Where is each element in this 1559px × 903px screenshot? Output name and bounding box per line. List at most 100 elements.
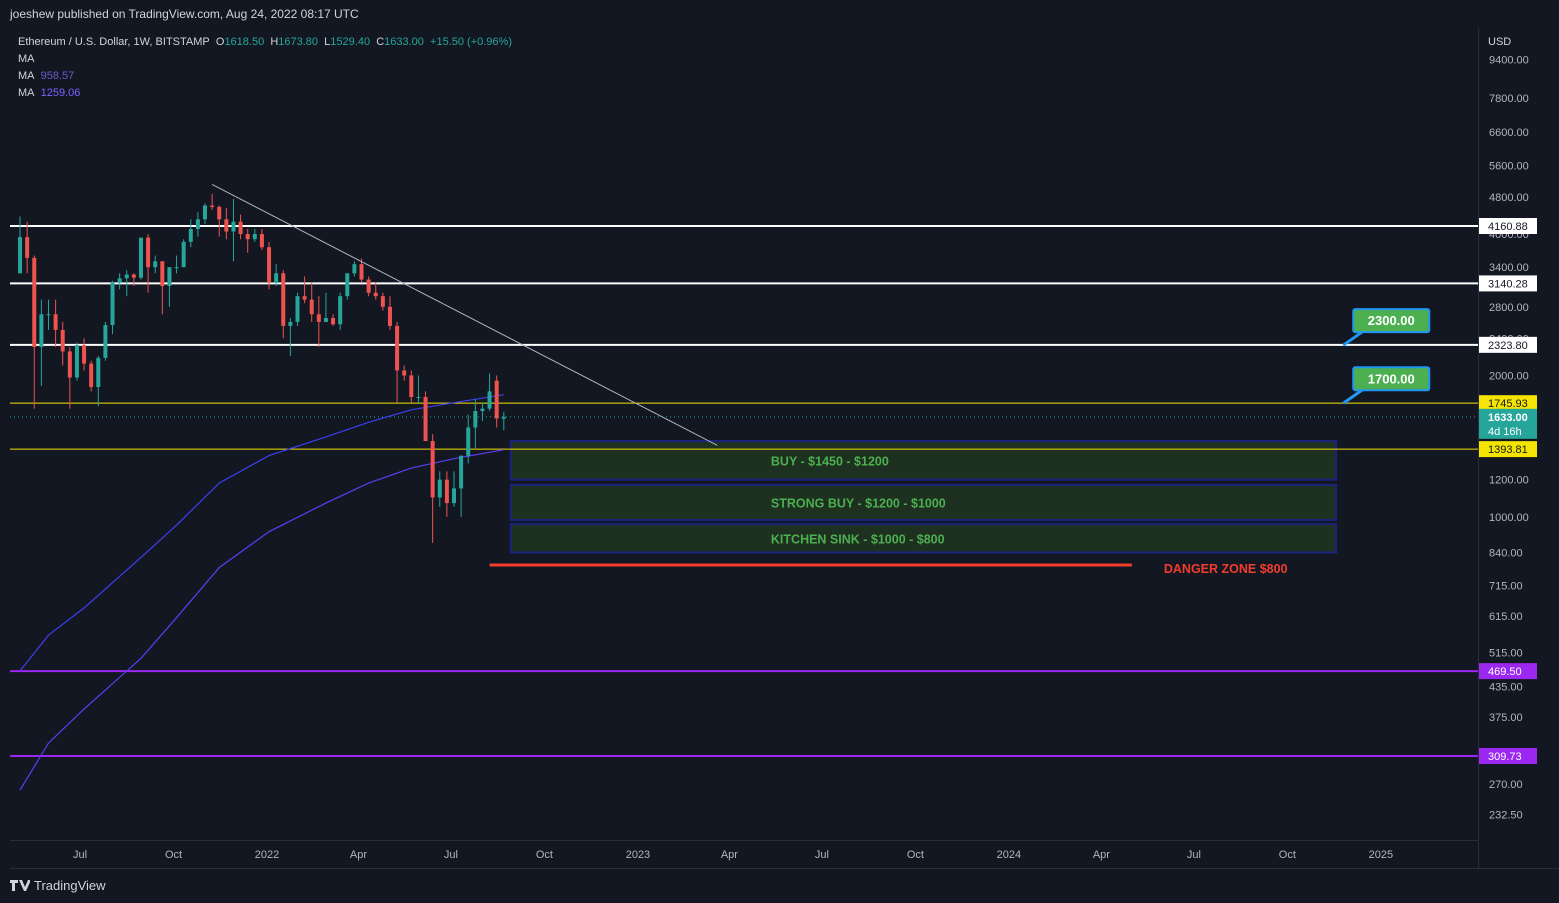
candle-body[interactable] — [345, 273, 350, 297]
ma-line[interactable] — [19, 449, 504, 791]
candle-body[interactable] — [416, 396, 421, 398]
candle-body[interactable] — [153, 261, 158, 268]
candle-body[interactable] — [452, 488, 456, 504]
candle-body[interactable] — [494, 380, 499, 419]
legend-ma2-label: MA — [18, 87, 35, 99]
candle-body[interactable] — [444, 479, 449, 504]
candle-body[interactable] — [302, 296, 307, 300]
candle-body[interactable] — [103, 325, 108, 358]
candle-body[interactable] — [138, 237, 143, 278]
candle-body[interactable] — [323, 318, 328, 322]
candle-body[interactable] — [409, 375, 414, 397]
candle-body[interactable] — [131, 274, 136, 278]
candle-body[interactable] — [274, 273, 279, 283]
candle-body[interactable] — [487, 391, 492, 409]
candle-body[interactable] — [25, 237, 30, 258]
candle-body[interactable] — [387, 306, 392, 326]
candle-body[interactable] — [53, 314, 58, 330]
candle-body[interactable] — [480, 408, 485, 412]
x-tick-label: Oct — [536, 849, 553, 861]
candle-body[interactable] — [174, 267, 179, 269]
candle-body[interactable] — [466, 427, 471, 456]
candle-body[interactable] — [309, 299, 314, 315]
callout-box[interactable] — [1352, 308, 1431, 334]
candle-body[interactable] — [231, 221, 236, 232]
y-tick-label: 232.50 — [1489, 810, 1523, 822]
zone-box[interactable] — [509, 440, 1338, 481]
countdown-label: 4d 16h — [1488, 426, 1522, 438]
candle-body[interactable] — [110, 282, 115, 326]
plot-area[interactable] — [10, 28, 1478, 840]
candle-body[interactable] — [238, 221, 243, 235]
candle-body[interactable] — [352, 264, 357, 274]
legend-ma-row[interactable]: MA — [18, 51, 512, 68]
zone-box[interactable] — [509, 523, 1338, 554]
candle-body[interactable] — [245, 234, 250, 240]
candle-body[interactable] — [146, 237, 151, 268]
candle-body[interactable] — [430, 441, 435, 498]
candle-body[interactable] — [459, 455, 464, 489]
candle-body[interactable] — [188, 229, 193, 242]
candle-body[interactable] — [82, 345, 87, 364]
zone-box[interactable] — [509, 483, 1338, 521]
candle-body[interactable] — [217, 206, 222, 220]
last-price-label: 1633.00 — [1488, 412, 1528, 424]
trend-line[interactable] — [211, 184, 718, 446]
level-price-tag — [1479, 218, 1537, 234]
last-price-tag — [1479, 408, 1537, 439]
candle-body[interactable] — [18, 237, 23, 274]
candle-body[interactable] — [373, 292, 378, 297]
legend-ma1-value: 958.57 — [40, 70, 75, 82]
tradingview-logo[interactable]: TradingView — [10, 878, 106, 893]
candle-body[interactable] — [501, 416, 506, 419]
candle-body[interactable] — [359, 264, 364, 280]
level-price-label: 2323.80 — [1488, 340, 1528, 352]
legend-ma2-row[interactable]: MA 1259.06 — [18, 85, 512, 102]
candle-body[interactable] — [316, 314, 321, 322]
legend-symbol[interactable]: Ethereum / U.S. Dollar, 1W, BITSTAMP — [18, 36, 210, 48]
candle-body[interactable] — [338, 296, 343, 325]
legend-symbol-row: Ethereum / U.S. Dollar, 1W, BITSTAMP O16… — [18, 34, 512, 51]
candle-body[interactable] — [224, 219, 229, 232]
candle-body[interactable] — [195, 219, 200, 230]
candle-body[interactable] — [167, 267, 172, 287]
candle-body[interactable] — [67, 351, 72, 378]
candle-body[interactable] — [160, 261, 165, 287]
footer: TradingView — [0, 869, 1559, 903]
candle-body[interactable] — [89, 363, 94, 388]
candle-body[interactable] — [124, 274, 129, 279]
candle-body[interactable] — [46, 314, 51, 316]
candle-body[interactable] — [210, 205, 215, 207]
candle-body[interactable] — [259, 234, 264, 248]
candle-body[interactable] — [395, 325, 400, 371]
candle-body[interactable] — [181, 241, 186, 268]
candle-body[interactable] — [32, 257, 37, 347]
legend-ma1-label: MA — [18, 70, 35, 82]
candle-body[interactable] — [60, 329, 65, 352]
callout-box[interactable] — [1352, 366, 1431, 392]
candle-body[interactable] — [281, 273, 286, 326]
candle-body[interactable] — [402, 370, 407, 376]
candle-body[interactable] — [437, 479, 442, 498]
publisher-bar: joeshew published on TradingView.com, Au… — [0, 0, 1559, 28]
ma-line[interactable] — [19, 394, 504, 672]
candle-body[interactable] — [295, 296, 300, 322]
candle-body[interactable] — [473, 411, 478, 428]
candle-body[interactable] — [117, 278, 122, 283]
candle-body[interactable] — [267, 247, 272, 283]
candle-body[interactable] — [366, 279, 371, 293]
legend-l-label: L — [324, 36, 331, 48]
legend-low: 1529.40 — [330, 36, 371, 48]
candle-body[interactable] — [331, 318, 336, 325]
candle-body[interactable] — [380, 296, 385, 307]
candle-body[interactable] — [288, 321, 293, 326]
legend-ma1-row[interactable]: MA 958.57 — [18, 68, 512, 85]
candle-body[interactable] — [423, 396, 428, 442]
candle-body[interactable] — [74, 345, 79, 378]
zone-label: BUY - $1450 - $1200 — [771, 454, 889, 468]
candle-body[interactable] — [203, 205, 208, 220]
candle-body[interactable] — [39, 314, 44, 347]
candle-body[interactable] — [96, 357, 101, 388]
candle-body[interactable] — [252, 234, 257, 240]
